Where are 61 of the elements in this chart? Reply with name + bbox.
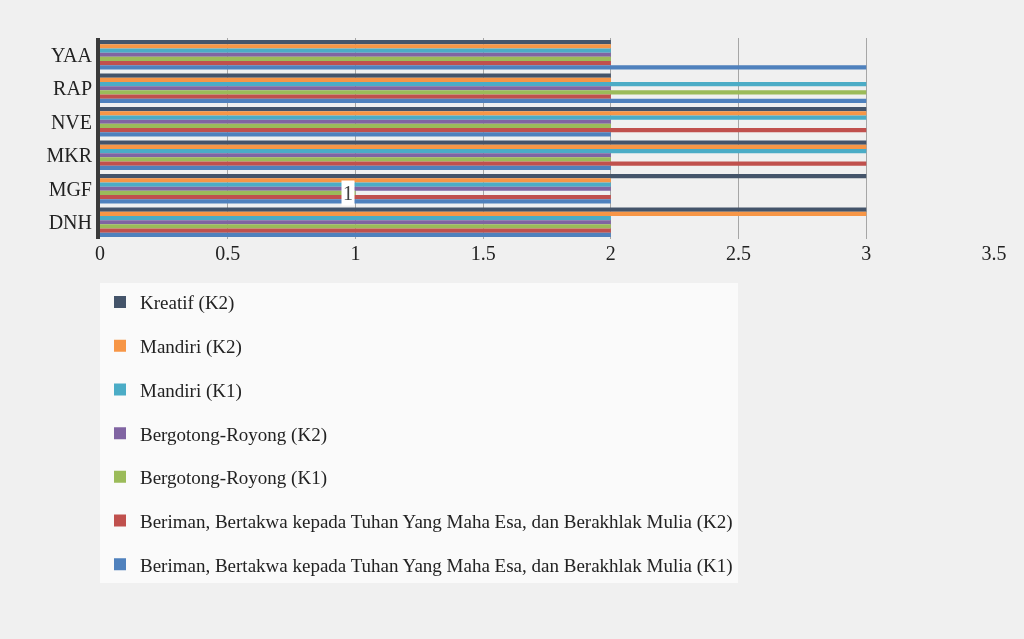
bar xyxy=(100,48,611,53)
bar xyxy=(100,61,611,66)
bar xyxy=(100,144,867,149)
bar xyxy=(100,207,867,212)
bar xyxy=(100,182,611,187)
x-tick-label: 3.5 xyxy=(981,242,1007,264)
y-tick-label: MGF xyxy=(48,177,92,200)
bar xyxy=(100,228,611,233)
bar xyxy=(100,224,611,229)
bar xyxy=(100,98,867,103)
bar xyxy=(100,140,867,145)
legend-label: Kreatif (K2) xyxy=(140,292,235,315)
bar xyxy=(100,178,611,183)
y-tick-label: DNH xyxy=(48,211,92,234)
bar xyxy=(100,174,867,179)
bar xyxy=(100,165,611,170)
bar xyxy=(100,153,611,158)
x-tick-label: 1 xyxy=(350,242,361,264)
x-tick-label: 0 xyxy=(95,242,105,264)
y-tick-label: NVE xyxy=(50,110,92,133)
bar xyxy=(100,56,611,62)
bar xyxy=(100,220,611,225)
legend-label: Mandiri (K2) xyxy=(140,336,242,359)
bar xyxy=(100,157,611,162)
bar xyxy=(100,128,867,133)
data-label: 1 xyxy=(343,182,353,204)
legend-label: Bergotong-Royong (K2) xyxy=(140,423,327,446)
legend-label: Beriman, Bertakwa kepada Tuhan Yang Maha Esa, dan Berakhlak Mulia (K1) xyxy=(140,554,733,577)
y-tick-label: YAA xyxy=(50,43,93,66)
bar xyxy=(100,86,611,91)
bar xyxy=(100,111,867,116)
bar xyxy=(100,77,611,82)
x-tick-label: 2 xyxy=(605,242,616,264)
legend-label: Bergotong-Royong (K1) xyxy=(140,467,327,490)
x-tick-label: 3 xyxy=(861,242,872,264)
bar xyxy=(100,161,867,166)
bar xyxy=(100,40,611,45)
bar xyxy=(100,148,867,154)
bar xyxy=(100,119,611,124)
bar xyxy=(100,52,611,57)
legend-label: Beriman, Bertakwa kepada Tuhan Yang Maha Esa, dan Berakhlak Mulia (K2) xyxy=(140,510,733,533)
bar xyxy=(100,90,867,95)
bar xyxy=(100,211,867,216)
bar xyxy=(100,132,611,137)
bar xyxy=(100,44,611,49)
bar xyxy=(100,81,867,87)
bar xyxy=(100,107,867,112)
bar xyxy=(100,73,611,78)
bar xyxy=(100,123,611,129)
x-tick-label: 2.5 xyxy=(726,242,752,264)
y-tick-label: MKR xyxy=(46,144,93,167)
legend-label: Mandiri (K1) xyxy=(140,379,242,402)
x-tick-label: 0.5 xyxy=(215,242,241,264)
y-tick-label: RAP xyxy=(53,77,92,100)
bar xyxy=(100,199,611,204)
bar xyxy=(100,115,867,120)
bar xyxy=(100,65,867,70)
x-tick-label: 1.5 xyxy=(470,242,496,264)
bar xyxy=(100,94,611,99)
bar xyxy=(100,232,611,237)
bar xyxy=(100,215,611,221)
